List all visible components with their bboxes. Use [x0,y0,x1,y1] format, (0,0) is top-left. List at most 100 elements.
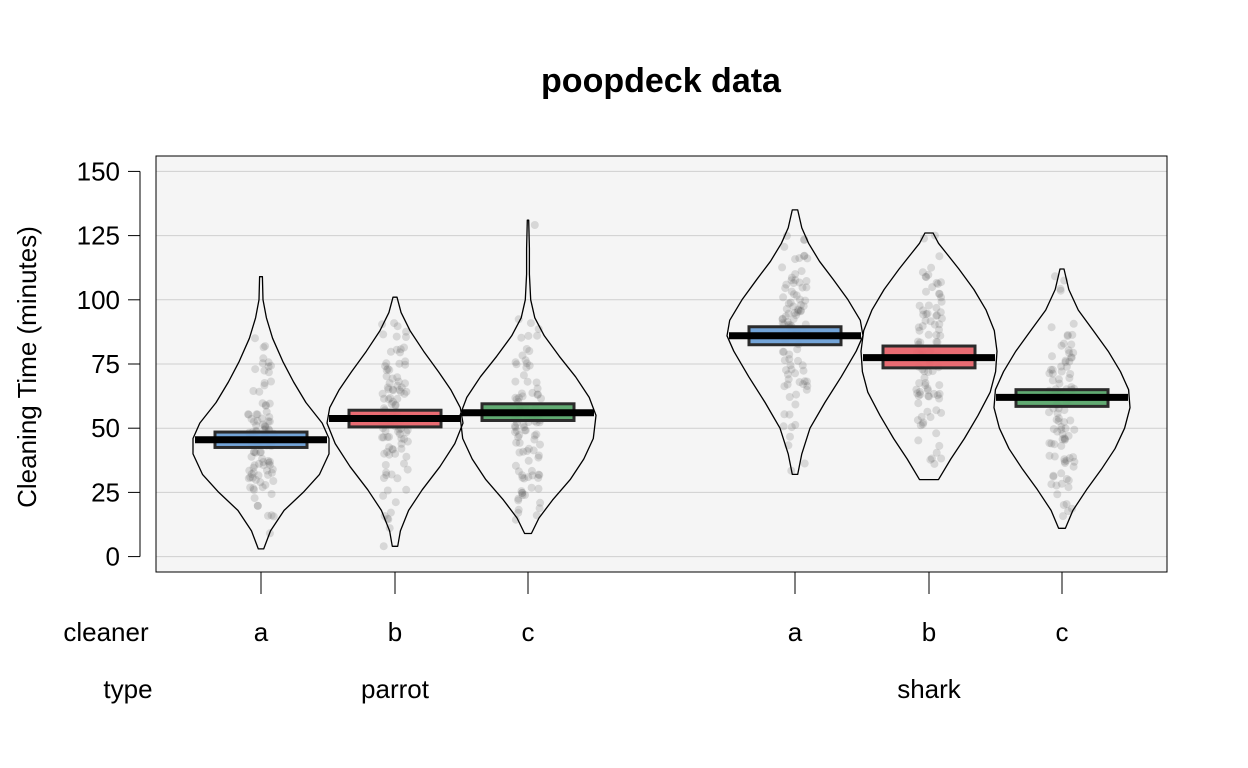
raw-point [930,320,939,329]
raw-point [932,429,941,438]
raw-point [1059,512,1067,521]
raw-point [789,279,798,288]
raw-point [1065,454,1074,463]
raw-point [267,490,276,498]
raw-point [778,319,787,328]
raw-point [253,410,262,419]
raw-point [534,325,543,333]
raw-point [402,452,411,461]
raw-point [389,445,397,454]
raw-point [802,385,811,394]
raw-point [933,338,942,347]
raw-point [520,474,529,483]
raw-point [392,332,401,341]
raw-point [1060,406,1069,415]
raw-point [778,315,787,324]
raw-point [918,322,927,331]
raw-point [1063,331,1072,339]
raw-point [791,400,800,409]
raw-point [379,491,388,500]
raw-point [780,410,789,419]
raw-point [261,401,270,410]
raw-point [247,470,256,478]
raw-point [519,447,528,456]
raw-point [401,379,409,388]
raw-point [786,298,795,307]
raw-point [511,428,520,437]
raw-point [511,358,520,367]
raw-point [251,334,259,343]
raw-point [244,410,253,419]
raw-point [253,416,262,425]
raw-point [1070,425,1079,434]
violin [459,219,597,535]
type-row-label: type [103,674,152,704]
raw-point [1061,459,1069,468]
raw-point [780,382,789,391]
raw-point [401,357,410,366]
raw-point [920,234,928,243]
raw-point [796,300,805,309]
raw-point [802,277,811,285]
raw-point [533,390,542,399]
raw-point [525,347,534,355]
cleaner-tick-label: a [788,617,803,647]
raw-point [786,361,795,370]
raw-point [259,458,268,466]
raw-point [937,293,946,302]
raw-point [914,337,922,346]
raw-point [1064,483,1073,492]
raw-point [803,254,812,263]
raw-point [798,283,807,292]
raw-point [511,393,520,402]
raw-point [1069,319,1078,328]
raw-point [269,512,278,521]
raw-point [926,413,935,422]
raw-point [388,445,397,453]
raw-point [395,359,404,368]
raw-point [932,448,941,457]
raw-point [533,331,542,340]
raw-point [1060,435,1069,444]
raw-point [264,362,273,371]
raw-point [924,301,933,310]
raw-point [787,287,796,296]
raw-point [514,505,523,514]
raw-point [779,293,788,302]
y-tick-label: 75 [91,349,120,379]
y-tick-label: 125 [77,221,120,251]
raw-point [1060,418,1069,427]
raw-point [779,347,788,356]
raw-point [799,366,808,375]
raw-point [935,394,944,403]
raw-point [800,377,809,386]
raw-point [523,447,532,455]
raw-point [1057,479,1066,488]
raw-point [530,435,539,444]
raw-point [794,305,803,314]
raw-point [799,302,808,311]
raw-point [267,361,275,370]
type-tick-label: shark [897,674,962,704]
raw-point [379,542,388,551]
raw-point [918,420,927,429]
cleaner-tick-label: a [254,617,269,647]
raw-point [520,426,529,435]
raw-point [924,392,933,401]
raw-point [916,390,925,399]
raw-point [264,511,272,520]
raw-point [1049,425,1058,434]
raw-point [265,413,274,422]
raw-point [933,279,942,288]
raw-point [792,390,801,399]
raw-point [259,343,268,352]
raw-point [1045,369,1054,378]
raw-point [381,461,390,469]
raw-point [244,474,253,483]
raw-point [1064,431,1073,440]
raw-point [251,365,260,374]
raw-point [1069,453,1078,462]
raw-point [387,400,396,408]
raw-point [937,408,946,417]
raw-point [400,435,409,443]
